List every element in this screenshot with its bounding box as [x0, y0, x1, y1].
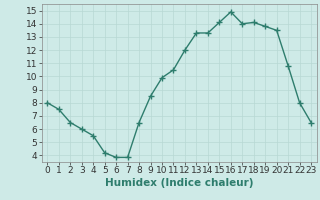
X-axis label: Humidex (Indice chaleur): Humidex (Indice chaleur)	[105, 178, 253, 188]
